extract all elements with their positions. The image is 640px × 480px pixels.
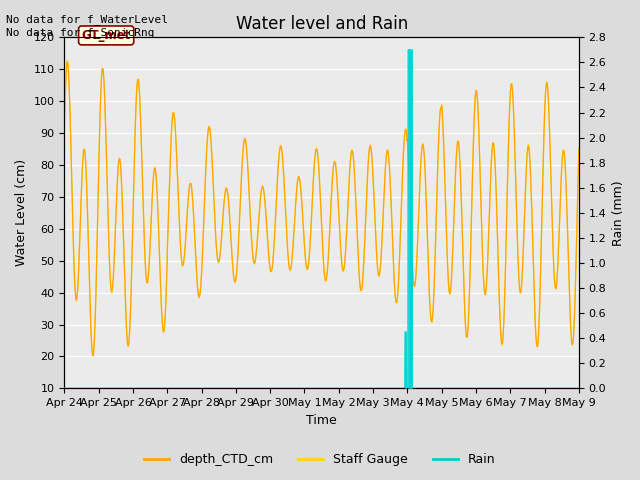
Y-axis label: Water Level (cm): Water Level (cm) (15, 159, 28, 266)
X-axis label: Time: Time (307, 414, 337, 427)
Title: Water level and Rain: Water level and Rain (236, 15, 408, 33)
Legend: depth_CTD_cm, Staff Gauge, Rain: depth_CTD_cm, Staff Gauge, Rain (140, 448, 500, 471)
Text: GT_met: GT_met (81, 29, 131, 42)
Y-axis label: Rain (mm): Rain (mm) (612, 180, 625, 246)
Text: No data for f_WaterLevel
No data for f_SonicRng: No data for f_WaterLevel No data for f_S… (6, 14, 168, 38)
